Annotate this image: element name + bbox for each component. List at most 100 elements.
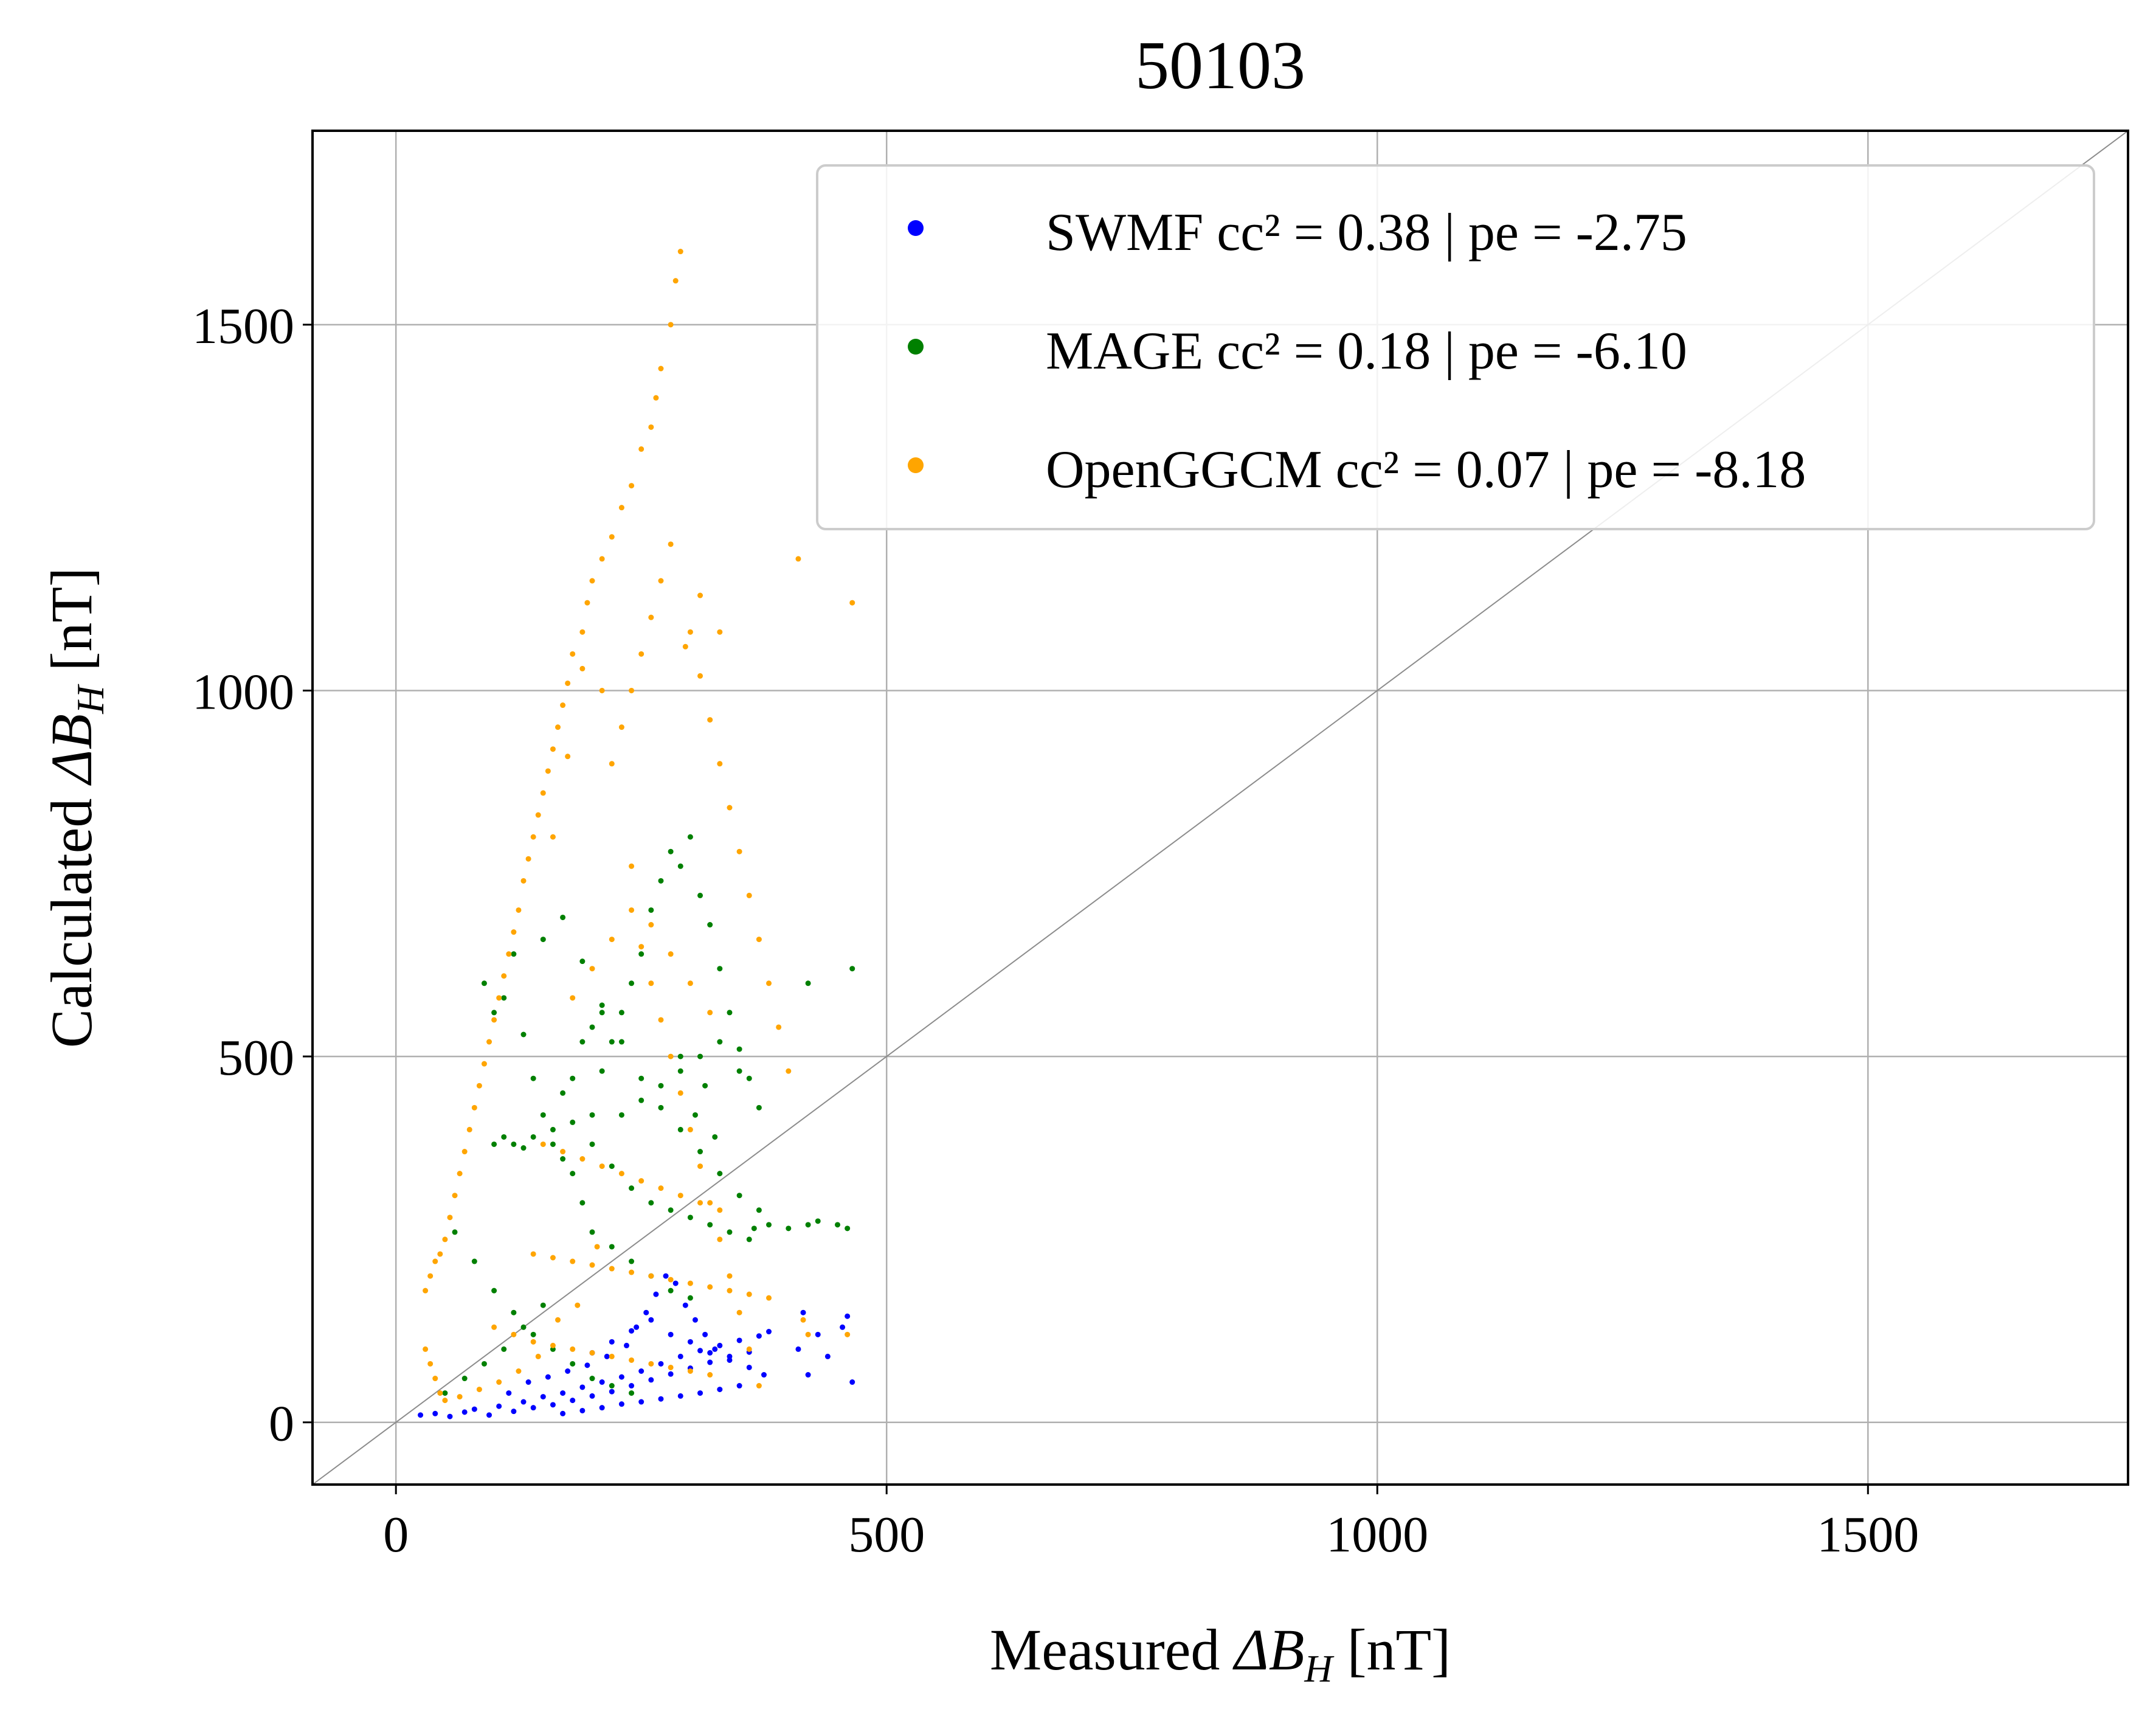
data-point <box>692 1112 698 1118</box>
data-point <box>609 937 615 943</box>
data-point <box>849 600 855 606</box>
data-point <box>697 592 703 598</box>
x-tick-label: 1000 <box>1326 1506 1428 1563</box>
data-point <box>461 1149 468 1155</box>
data-point <box>658 1104 664 1111</box>
data-point <box>677 1193 683 1199</box>
data-point <box>520 1031 527 1038</box>
data-point <box>692 1317 698 1323</box>
y-axis-label-prefix: Calculated <box>39 784 104 1048</box>
data-point <box>491 1017 497 1023</box>
data-point <box>835 1222 841 1228</box>
data-point <box>756 1333 762 1339</box>
data-point <box>849 966 855 972</box>
data-point <box>668 1331 674 1337</box>
data-point <box>570 1398 576 1404</box>
data-point <box>560 914 566 920</box>
data-point <box>589 1262 595 1268</box>
data-point <box>609 1339 615 1345</box>
data-point <box>560 702 566 709</box>
data-point <box>717 1387 723 1393</box>
legend-series-name: SWMF <box>1046 203 1203 262</box>
data-point <box>423 1287 429 1294</box>
data-point <box>697 1053 703 1059</box>
data-point <box>560 1156 566 1162</box>
data-point <box>746 1364 752 1370</box>
data-point <box>682 1302 688 1308</box>
data-point <box>618 1010 624 1016</box>
data-point <box>604 1353 610 1359</box>
data-point <box>658 1017 664 1023</box>
data-point <box>746 1291 752 1297</box>
data-point <box>638 1075 644 1081</box>
data-point <box>648 1273 654 1279</box>
data-point <box>717 1207 723 1213</box>
data-point <box>736 848 742 854</box>
data-point <box>697 1149 703 1155</box>
data-point <box>766 1295 772 1301</box>
data-point <box>579 958 586 965</box>
data-point <box>668 951 674 957</box>
data-point <box>643 1309 649 1315</box>
data-point <box>849 1379 855 1385</box>
data-point <box>746 1236 752 1242</box>
data-point <box>501 995 507 1001</box>
data-point <box>452 1193 458 1199</box>
data-point <box>599 1379 605 1385</box>
data-point <box>687 980 693 986</box>
data-point <box>476 1387 482 1393</box>
data-point <box>530 1075 536 1081</box>
data-point <box>520 1399 527 1405</box>
data-point <box>648 1360 654 1367</box>
series-swmf <box>418 1273 855 1419</box>
data-point <box>629 1185 635 1191</box>
data-point <box>648 614 654 620</box>
legend: SWMF cc² = 0.38 | pe = -2.75 MAGE cc² = 0… <box>816 164 2095 530</box>
data-point <box>560 1149 566 1155</box>
data-point <box>423 1346 429 1352</box>
data-point <box>707 1200 713 1206</box>
plot-frame <box>311 130 2129 1486</box>
chart-title: 50103 <box>1135 28 1305 103</box>
data-point <box>481 1061 487 1067</box>
data-point <box>766 1222 772 1228</box>
data-point <box>496 1379 502 1385</box>
x-axis-label-prefix: Measured <box>990 1617 1235 1682</box>
data-point <box>457 1171 463 1177</box>
data-point <box>756 1207 762 1213</box>
data-point <box>668 541 674 547</box>
data-point <box>609 1388 615 1395</box>
data-point <box>629 1357 635 1363</box>
x-axis-label: Measured ΔBH [nT] <box>990 1617 1451 1690</box>
legend-series-stats: cc² = 0.07 | pe = -8.18 <box>1322 440 1806 499</box>
data-point <box>599 1068 605 1074</box>
x-axis-label-symbol: ΔB <box>1232 1617 1304 1682</box>
data-point <box>668 1207 674 1213</box>
data-point <box>570 995 576 1001</box>
data-point <box>756 1383 762 1389</box>
data-point <box>589 578 595 584</box>
data-point <box>717 966 723 972</box>
data-point <box>466 1126 472 1132</box>
x-tick-label: 0 <box>383 1506 409 1563</box>
data-point <box>618 724 624 730</box>
data-point <box>840 1324 846 1330</box>
data-point <box>579 629 586 635</box>
data-point <box>746 892 752 898</box>
data-point <box>805 1372 811 1378</box>
data-point <box>736 1337 742 1343</box>
data-point <box>618 1039 624 1045</box>
data-point <box>736 1309 742 1315</box>
data-point <box>589 1350 595 1356</box>
data-point <box>672 1280 679 1286</box>
legend-series-stats: cc² = 0.18 | pe = -6.10 <box>1203 322 1687 381</box>
data-point <box>496 1403 502 1409</box>
data-point <box>565 680 571 686</box>
data-point <box>629 980 635 986</box>
data-point <box>540 937 546 943</box>
data-point <box>437 1251 443 1257</box>
data-point <box>795 1346 801 1352</box>
data-point <box>589 1141 595 1147</box>
data-points <box>418 249 855 1419</box>
